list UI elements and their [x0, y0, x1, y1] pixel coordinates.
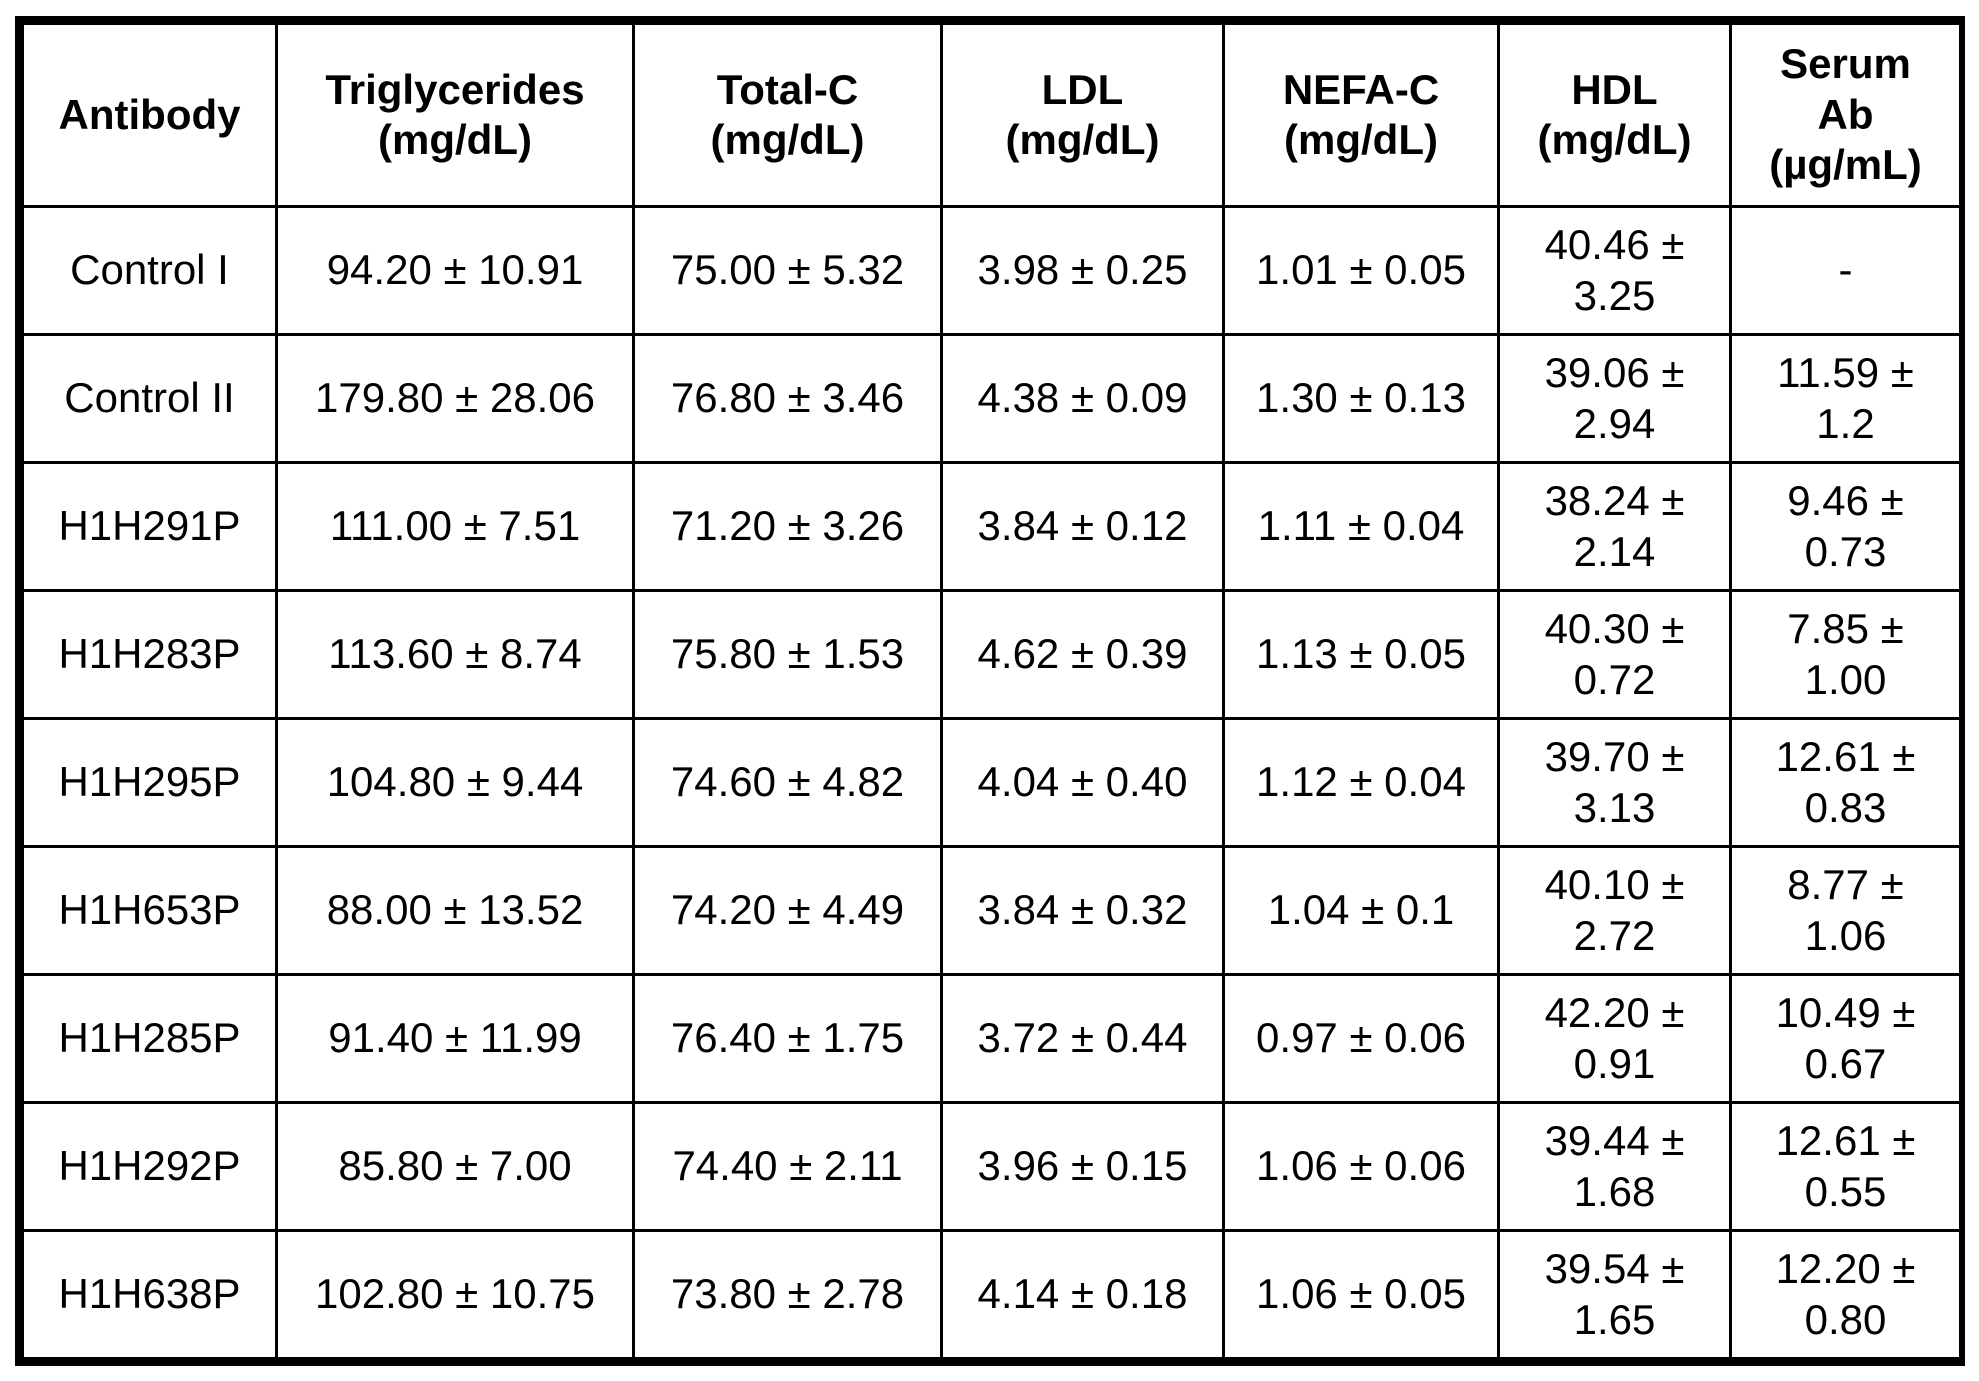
cell-ldl: 3.98 ± 0.25	[942, 207, 1224, 335]
cell-triglycerides: 88.00 ± 13.52	[277, 847, 634, 975]
cell-nefa-c: 1.12 ± 0.04	[1224, 719, 1499, 847]
cell-total-c: 76.40 ± 1.75	[634, 975, 942, 1103]
cell-hdl: 40.30 ± 0.72	[1499, 591, 1731, 719]
cell-total-c: 75.00 ± 5.32	[634, 207, 942, 335]
cell-total-c: 74.20 ± 4.49	[634, 847, 942, 975]
cell-triglycerides: 111.00 ± 7.51	[277, 463, 634, 591]
header-triglycerides: Triglycerides (mg/dL)	[277, 24, 634, 207]
cell-ldl: 4.14 ± 0.18	[942, 1231, 1224, 1359]
table-row: H1H295P104.80 ± 9.4474.60 ± 4.824.04 ± 0…	[23, 719, 1961, 847]
cell-ldl: 4.04 ± 0.40	[942, 719, 1224, 847]
cell-nefa-c: 0.97 ± 0.06	[1224, 975, 1499, 1103]
cell-triglycerides: 94.20 ± 10.91	[277, 207, 634, 335]
cell-total-c: 74.40 ± 2.11	[634, 1103, 942, 1231]
header-ldl: LDL (mg/dL)	[942, 24, 1224, 207]
cell-antibody: Control I	[23, 207, 277, 335]
cell-triglycerides: 102.80 ± 10.75	[277, 1231, 634, 1359]
cell-triglycerides: 91.40 ± 11.99	[277, 975, 634, 1103]
cell-nefa-c: 1.13 ± 0.05	[1224, 591, 1499, 719]
table-row: H1H285P91.40 ± 11.9976.40 ± 1.753.72 ± 0…	[23, 975, 1961, 1103]
table-row: Control II179.80 ± 28.0676.80 ± 3.464.38…	[23, 335, 1961, 463]
header-row: Antibody Triglycerides (mg/dL) Total-C (…	[23, 24, 1961, 207]
data-table-frame: Antibody Triglycerides (mg/dL) Total-C (…	[15, 16, 1965, 1366]
cell-antibody: H1H638P	[23, 1231, 277, 1359]
cell-total-c: 73.80 ± 2.78	[634, 1231, 942, 1359]
cell-triglycerides: 85.80 ± 7.00	[277, 1103, 634, 1231]
cell-serum-ab: 10.49 ± 0.67	[1731, 975, 1961, 1103]
cell-nefa-c: 1.06 ± 0.06	[1224, 1103, 1499, 1231]
cell-hdl: 39.44 ± 1.68	[1499, 1103, 1731, 1231]
cell-triglycerides: 113.60 ± 8.74	[277, 591, 634, 719]
cell-antibody: H1H283P	[23, 591, 277, 719]
cell-serum-ab: 12.20 ± 0.80	[1731, 1231, 1961, 1359]
cell-triglycerides: 179.80 ± 28.06	[277, 335, 634, 463]
cell-nefa-c: 1.06 ± 0.05	[1224, 1231, 1499, 1359]
cell-ldl: 4.38 ± 0.09	[942, 335, 1224, 463]
cell-hdl: 39.06 ± 2.94	[1499, 335, 1731, 463]
cell-total-c: 76.80 ± 3.46	[634, 335, 942, 463]
cell-antibody: Control II	[23, 335, 277, 463]
cell-ldl: 3.72 ± 0.44	[942, 975, 1224, 1103]
header-antibody: Antibody	[23, 24, 277, 207]
cell-nefa-c: 1.04 ± 0.1	[1224, 847, 1499, 975]
cell-hdl: 42.20 ± 0.91	[1499, 975, 1731, 1103]
cell-serum-ab: 8.77 ± 1.06	[1731, 847, 1961, 975]
cell-antibody: H1H653P	[23, 847, 277, 975]
table-row: Control I94.20 ± 10.9175.00 ± 5.323.98 ±…	[23, 207, 1961, 335]
header-nefa-c: NEFA-C (mg/dL)	[1224, 24, 1499, 207]
table-row: H1H292P85.80 ± 7.0074.40 ± 2.113.96 ± 0.…	[23, 1103, 1961, 1231]
cell-total-c: 74.60 ± 4.82	[634, 719, 942, 847]
cell-hdl: 40.10 ± 2.72	[1499, 847, 1731, 975]
cell-serum-ab: 12.61 ± 0.83	[1731, 719, 1961, 847]
cell-serum-ab: -	[1731, 207, 1961, 335]
table-row: H1H291P111.00 ± 7.5171.20 ± 3.263.84 ± 0…	[23, 463, 1961, 591]
cell-total-c: 75.80 ± 1.53	[634, 591, 942, 719]
cell-serum-ab: 11.59 ± 1.2	[1731, 335, 1961, 463]
table-header: Antibody Triglycerides (mg/dL) Total-C (…	[23, 24, 1961, 207]
cell-hdl: 40.46 ± 3.25	[1499, 207, 1731, 335]
lipid-antibody-table: Antibody Triglycerides (mg/dL) Total-C (…	[21, 22, 1962, 1360]
cell-antibody: H1H291P	[23, 463, 277, 591]
header-total-c: Total-C (mg/dL)	[634, 24, 942, 207]
cell-hdl: 38.24 ± 2.14	[1499, 463, 1731, 591]
cell-serum-ab: 7.85 ± 1.00	[1731, 591, 1961, 719]
cell-hdl: 39.54 ± 1.65	[1499, 1231, 1731, 1359]
cell-hdl: 39.70 ± 3.13	[1499, 719, 1731, 847]
cell-ldl: 3.84 ± 0.12	[942, 463, 1224, 591]
header-hdl: HDL (mg/dL)	[1499, 24, 1731, 207]
table-body: Control I94.20 ± 10.9175.00 ± 5.323.98 ±…	[23, 207, 1961, 1359]
cell-antibody: H1H292P	[23, 1103, 277, 1231]
cell-ldl: 3.96 ± 0.15	[942, 1103, 1224, 1231]
cell-ldl: 4.62 ± 0.39	[942, 591, 1224, 719]
cell-total-c: 71.20 ± 3.26	[634, 463, 942, 591]
cell-triglycerides: 104.80 ± 9.44	[277, 719, 634, 847]
cell-nefa-c: 1.30 ± 0.13	[1224, 335, 1499, 463]
table-row: H1H638P102.80 ± 10.7573.80 ± 2.784.14 ± …	[23, 1231, 1961, 1359]
cell-nefa-c: 1.11 ± 0.04	[1224, 463, 1499, 591]
cell-serum-ab: 9.46 ± 0.73	[1731, 463, 1961, 591]
table-row: H1H653P88.00 ± 13.5274.20 ± 4.493.84 ± 0…	[23, 847, 1961, 975]
table-row: H1H283P113.60 ± 8.7475.80 ± 1.534.62 ± 0…	[23, 591, 1961, 719]
cell-antibody: H1H285P	[23, 975, 277, 1103]
cell-nefa-c: 1.01 ± 0.05	[1224, 207, 1499, 335]
cell-serum-ab: 12.61 ± 0.55	[1731, 1103, 1961, 1231]
cell-antibody: H1H295P	[23, 719, 277, 847]
header-serum-ab: Serum Ab (µg/mL)	[1731, 24, 1961, 207]
cell-ldl: 3.84 ± 0.32	[942, 847, 1224, 975]
